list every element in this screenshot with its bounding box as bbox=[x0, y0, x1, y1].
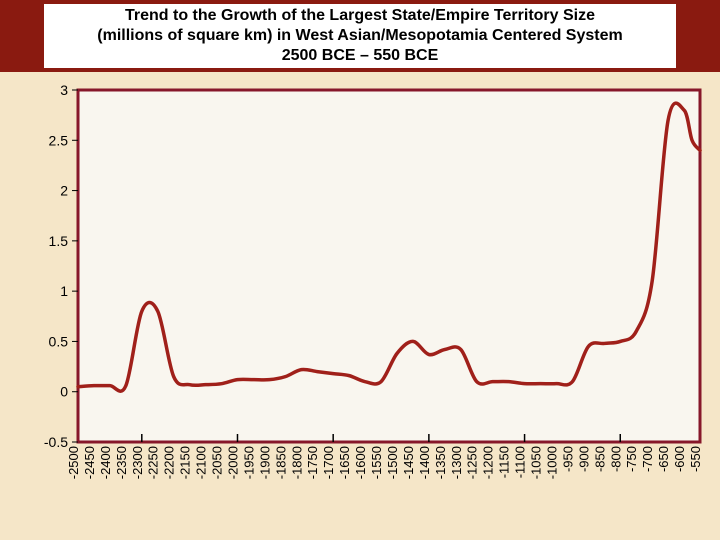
x-tick-label: -2350 bbox=[114, 446, 129, 479]
x-tick-label: -2400 bbox=[98, 446, 113, 479]
x-tick-label: -1500 bbox=[385, 446, 400, 479]
x-tick-label: -2150 bbox=[178, 446, 193, 479]
x-tick-label: -1050 bbox=[529, 446, 544, 479]
x-tick-label: -2250 bbox=[146, 446, 161, 479]
x-tick-label: -750 bbox=[624, 446, 639, 472]
x-tick-label: -1950 bbox=[241, 446, 256, 479]
x-tick-label: -2100 bbox=[194, 446, 209, 479]
chart-svg: -0.5 0 0.5 1 1.5 2 2.5 3 -2500-2450-2400-2350-23… bbox=[0, 72, 720, 540]
x-tick-label: -1300 bbox=[449, 446, 464, 479]
x-tick-label: -1250 bbox=[465, 446, 480, 479]
y-tick-label: 1.5 bbox=[49, 233, 69, 249]
x-tick-label: -950 bbox=[560, 446, 575, 472]
plot-area bbox=[78, 90, 700, 442]
y-tick-label: 2 bbox=[60, 183, 68, 199]
x-tick-label: -2450 bbox=[82, 446, 97, 479]
y-tick-label: -0.5 bbox=[44, 434, 68, 450]
x-tick-label: -2200 bbox=[162, 446, 177, 479]
x-tick-label: -650 bbox=[656, 446, 671, 472]
x-tick-label: -2000 bbox=[225, 446, 240, 479]
y-tick-label: 0 bbox=[60, 384, 68, 400]
x-tick-label: -1100 bbox=[513, 446, 528, 478]
x-tick-label: -1150 bbox=[497, 446, 512, 478]
x-tick-label: -900 bbox=[576, 446, 591, 472]
x-tick-label: -700 bbox=[640, 446, 655, 472]
title-line-2: (millions of square km) in West Asian/Me… bbox=[97, 27, 622, 44]
title-line-3: 2500 BCE – 550 BCE bbox=[282, 47, 439, 64]
title-block: Trend to the Growth of the Largest State… bbox=[0, 0, 720, 72]
y-tick-label: 3 bbox=[60, 82, 68, 98]
x-tick-label: -1600 bbox=[353, 446, 368, 479]
x-tick-label: -1900 bbox=[257, 446, 272, 479]
y-tick-label: 1 bbox=[60, 283, 68, 299]
x-tick-label: -800 bbox=[608, 446, 623, 472]
y-tick-label: 2.5 bbox=[49, 132, 69, 148]
x-tick-label: -1700 bbox=[321, 446, 336, 479]
title-line-1: Trend to the Growth of the Largest State… bbox=[125, 7, 595, 24]
x-tick-label: -1400 bbox=[417, 446, 432, 479]
y-tick-label: 0.5 bbox=[49, 333, 69, 349]
x-tick-label: -1000 bbox=[544, 446, 559, 479]
x-tick-label: -1650 bbox=[337, 446, 352, 479]
x-tick-label: -1550 bbox=[369, 446, 384, 479]
x-tick-label: -1350 bbox=[433, 446, 448, 479]
x-tick-label: -2500 bbox=[66, 446, 81, 479]
x-tick-label: -1850 bbox=[273, 446, 288, 479]
x-tick-label: -2300 bbox=[130, 446, 145, 479]
x-tick-label: -1750 bbox=[305, 446, 320, 479]
x-tick-label: -850 bbox=[592, 446, 607, 472]
title-inner: Trend to the Growth of the Largest State… bbox=[44, 4, 676, 68]
x-tick-label: -1450 bbox=[401, 446, 416, 479]
x-tick-label: -1200 bbox=[481, 446, 496, 479]
x-tick-label: -550 bbox=[688, 446, 703, 472]
x-tick-label: -2050 bbox=[210, 446, 225, 479]
x-tick-label: -1800 bbox=[289, 446, 304, 479]
chart-area: -0.5 0 0.5 1 1.5 2 2.5 3 -2500-2450-2400-2350-23… bbox=[0, 72, 720, 540]
x-tick-label: -600 bbox=[672, 446, 687, 472]
